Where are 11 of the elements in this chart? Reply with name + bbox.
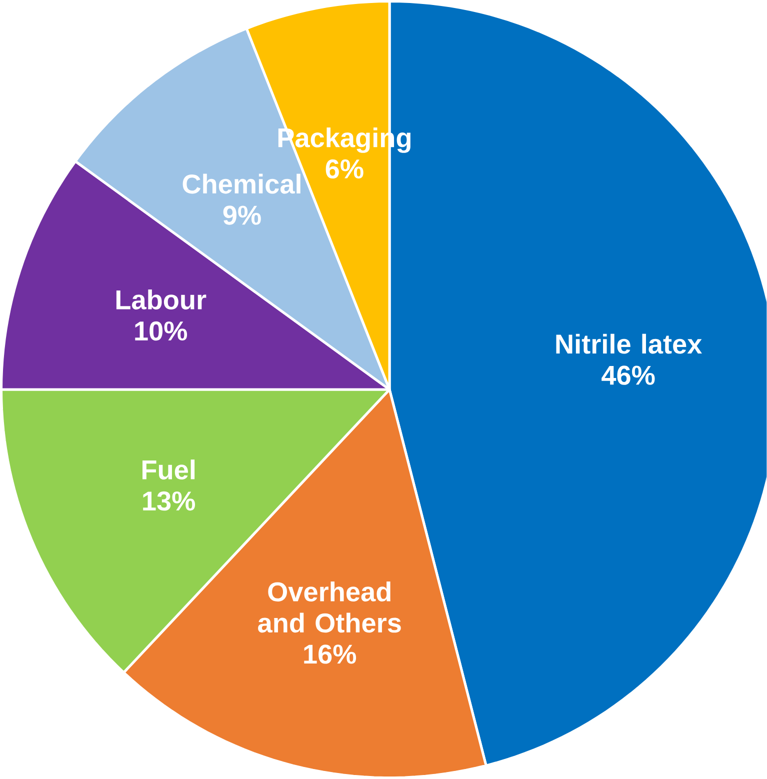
data-label: 13% [143,491,196,511]
data-label: 16% [304,644,356,664]
slice-label: Overhead and Others [258,582,402,633]
slice-label: Chemical [182,174,301,194]
data-label: 6% [326,159,364,179]
slice-label: Fuel [142,460,195,480]
data-label: 9% [223,206,262,225]
slice-label: Labour [116,290,206,310]
data-label: 46% [602,366,655,385]
slice-label: Nitrile latex [556,334,702,354]
data-label: 10% [135,321,188,341]
